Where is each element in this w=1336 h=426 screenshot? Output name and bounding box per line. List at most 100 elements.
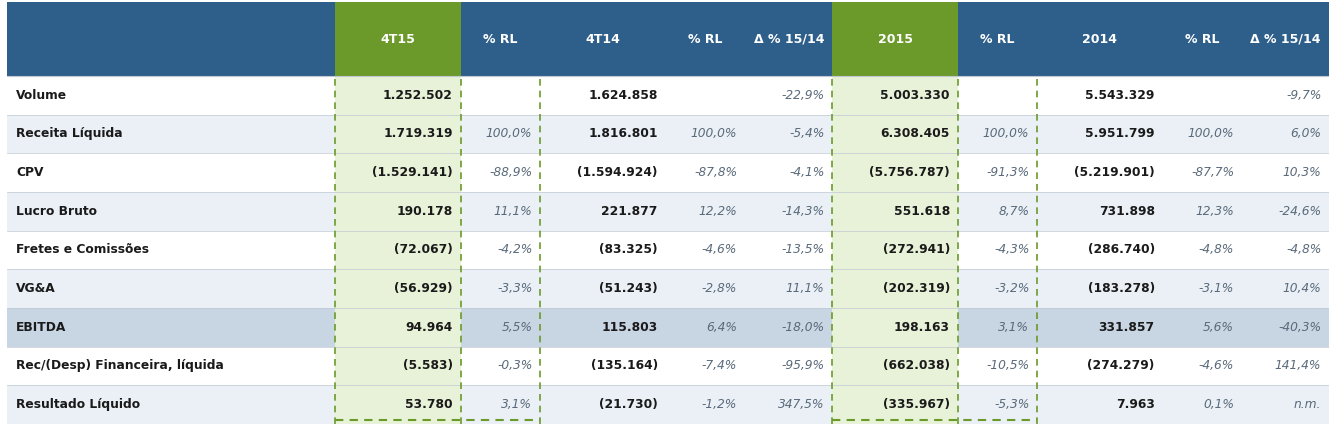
Text: -4,2%: -4,2% bbox=[497, 243, 532, 256]
Text: 331.857: 331.857 bbox=[1098, 321, 1154, 334]
Text: Δ % 15/14: Δ % 15/14 bbox=[1250, 32, 1321, 46]
Text: 5.543.329: 5.543.329 bbox=[1085, 89, 1154, 102]
Text: -24,6%: -24,6% bbox=[1279, 205, 1321, 218]
Text: % RL: % RL bbox=[981, 32, 1015, 46]
Text: -91,3%: -91,3% bbox=[986, 166, 1029, 179]
Text: 4T14: 4T14 bbox=[585, 32, 620, 46]
Text: EBITDA: EBITDA bbox=[16, 321, 67, 334]
Text: (51.243): (51.243) bbox=[599, 282, 657, 295]
Bar bbox=[832, 115, 958, 153]
Bar bbox=[832, 192, 958, 230]
Text: -4,3%: -4,3% bbox=[994, 243, 1029, 256]
Text: -14,3%: -14,3% bbox=[782, 205, 824, 218]
Text: -3,3%: -3,3% bbox=[497, 282, 532, 295]
Text: 12,2%: 12,2% bbox=[699, 205, 737, 218]
Bar bbox=[335, 308, 461, 347]
Bar bbox=[7, 308, 1329, 347]
Text: -4,1%: -4,1% bbox=[790, 166, 824, 179]
Text: -5,4%: -5,4% bbox=[790, 127, 824, 141]
Text: 1.252.502: 1.252.502 bbox=[383, 89, 453, 102]
Text: (83.325): (83.325) bbox=[600, 243, 657, 256]
Text: 12,3%: 12,3% bbox=[1196, 205, 1234, 218]
Bar bbox=[7, 269, 1329, 308]
Text: -88,9%: -88,9% bbox=[489, 166, 532, 179]
Text: -4,6%: -4,6% bbox=[1198, 360, 1234, 372]
Text: 1.719.319: 1.719.319 bbox=[383, 127, 453, 141]
Text: -4,8%: -4,8% bbox=[1198, 243, 1234, 256]
Text: -4,8%: -4,8% bbox=[1287, 243, 1321, 256]
Text: 100,0%: 100,0% bbox=[486, 127, 532, 141]
Bar bbox=[335, 192, 461, 230]
Bar bbox=[832, 347, 958, 385]
Text: 115.803: 115.803 bbox=[601, 321, 657, 334]
Text: -87,7%: -87,7% bbox=[1192, 166, 1234, 179]
Text: (183.278): (183.278) bbox=[1088, 282, 1154, 295]
Text: 5,5%: 5,5% bbox=[501, 321, 532, 334]
Text: 2015: 2015 bbox=[878, 32, 912, 46]
Bar bbox=[335, 153, 461, 192]
Text: -87,8%: -87,8% bbox=[695, 166, 737, 179]
Text: (5.219.901): (5.219.901) bbox=[1074, 166, 1154, 179]
Text: (5.583): (5.583) bbox=[403, 360, 453, 372]
Text: 3,1%: 3,1% bbox=[501, 398, 532, 411]
Bar bbox=[832, 76, 958, 115]
Text: Rec/(Desp) Financeira, líquida: Rec/(Desp) Financeira, líquida bbox=[16, 360, 224, 372]
Bar bbox=[7, 153, 1329, 192]
Text: 1.624.858: 1.624.858 bbox=[588, 89, 657, 102]
Text: Δ % 15/14: Δ % 15/14 bbox=[754, 32, 824, 46]
Bar bbox=[832, 153, 958, 192]
Text: (286.740): (286.740) bbox=[1088, 243, 1154, 256]
Text: (202.319): (202.319) bbox=[883, 282, 950, 295]
Text: -40,3%: -40,3% bbox=[1279, 321, 1321, 334]
Bar bbox=[832, 269, 958, 308]
Text: 198.163: 198.163 bbox=[894, 321, 950, 334]
Text: 53.780: 53.780 bbox=[405, 398, 453, 411]
Text: -2,8%: -2,8% bbox=[701, 282, 737, 295]
Text: (1.594.924): (1.594.924) bbox=[577, 166, 657, 179]
Text: 347,5%: 347,5% bbox=[778, 398, 824, 411]
Text: -1,2%: -1,2% bbox=[701, 398, 737, 411]
Text: -7,4%: -7,4% bbox=[701, 360, 737, 372]
Bar bbox=[335, 385, 461, 424]
Text: 5.951.799: 5.951.799 bbox=[1085, 127, 1154, 141]
Text: 100,0%: 100,0% bbox=[983, 127, 1029, 141]
Text: Fretes e Comissões: Fretes e Comissões bbox=[16, 243, 148, 256]
Text: (662.038): (662.038) bbox=[883, 360, 950, 372]
Bar bbox=[832, 385, 958, 424]
Text: (272.941): (272.941) bbox=[883, 243, 950, 256]
Text: -0,3%: -0,3% bbox=[497, 360, 532, 372]
Bar bbox=[832, 230, 958, 269]
Text: 11,1%: 11,1% bbox=[493, 205, 532, 218]
Text: 5,6%: 5,6% bbox=[1204, 321, 1234, 334]
Text: -95,9%: -95,9% bbox=[782, 360, 824, 372]
Bar bbox=[7, 385, 1329, 424]
Bar bbox=[7, 347, 1329, 385]
Text: -3,1%: -3,1% bbox=[1198, 282, 1234, 295]
Text: 0,1%: 0,1% bbox=[1204, 398, 1234, 411]
Text: -5,3%: -5,3% bbox=[994, 398, 1029, 411]
Text: -10,5%: -10,5% bbox=[986, 360, 1029, 372]
Text: 10,3%: 10,3% bbox=[1283, 166, 1321, 179]
Text: 11,1%: 11,1% bbox=[786, 282, 824, 295]
Text: (1.529.141): (1.529.141) bbox=[373, 166, 453, 179]
Text: (72.067): (72.067) bbox=[394, 243, 453, 256]
Text: 221.877: 221.877 bbox=[601, 205, 657, 218]
Bar bbox=[832, 2, 958, 76]
Bar bbox=[335, 347, 461, 385]
Bar bbox=[7, 2, 1329, 76]
Text: -4,6%: -4,6% bbox=[701, 243, 737, 256]
Text: (335.967): (335.967) bbox=[883, 398, 950, 411]
Text: 4T15: 4T15 bbox=[381, 32, 415, 46]
Bar bbox=[335, 76, 461, 115]
Bar bbox=[7, 76, 1329, 115]
Text: 6.308.405: 6.308.405 bbox=[880, 127, 950, 141]
Text: 551.618: 551.618 bbox=[894, 205, 950, 218]
Text: 10,4%: 10,4% bbox=[1283, 282, 1321, 295]
Text: Receita Líquida: Receita Líquida bbox=[16, 127, 123, 141]
Text: (21.730): (21.730) bbox=[599, 398, 657, 411]
Text: 2014: 2014 bbox=[1082, 32, 1117, 46]
Bar bbox=[832, 308, 958, 347]
Text: -9,7%: -9,7% bbox=[1287, 89, 1321, 102]
Text: -22,9%: -22,9% bbox=[782, 89, 824, 102]
Bar bbox=[335, 115, 461, 153]
